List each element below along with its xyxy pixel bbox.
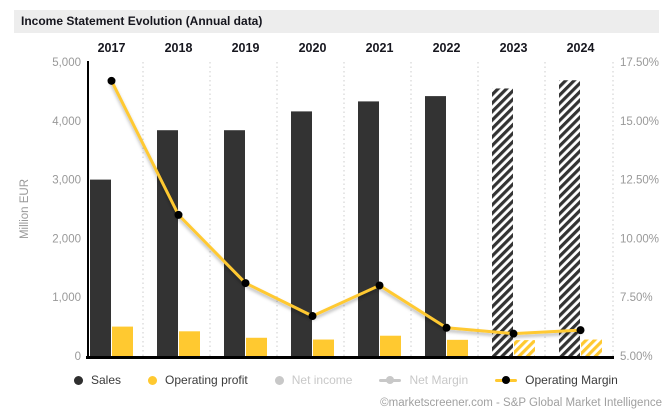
year-label-2022: 2022 [433, 41, 461, 55]
legend-item-sales[interactable]: Sales [74, 373, 121, 387]
year-label-2024: 2024 [567, 41, 595, 55]
operating-margin-point-2023[interactable] [509, 329, 518, 338]
year-label-2017: 2017 [98, 41, 126, 55]
left-tick-1000: 1,000 [52, 292, 81, 304]
legend-label-operating-margin: Operating Margin [525, 373, 618, 387]
operating-margin-point-2018[interactable] [174, 210, 183, 219]
operating-profit-bar-2021[interactable] [380, 335, 401, 356]
left-tick-3000: 3,000 [52, 175, 81, 187]
left-tick-5000: 5,000 [52, 57, 81, 69]
operating-margin-point-2021[interactable] [375, 281, 384, 290]
chart-legend: Sales Operating profit Net income Net Ma… [74, 369, 618, 391]
legend-item-operating-margin[interactable]: Operating Margin [495, 373, 618, 387]
operating-profit-bar-2022[interactable] [447, 339, 468, 356]
left-tick-2000: 2,000 [52, 233, 81, 245]
year-label-2020: 2020 [299, 41, 327, 55]
sales-bar-2020[interactable] [291, 111, 312, 356]
sales-bar-2017[interactable] [90, 179, 111, 356]
copyright-attribution: ©marketscreener.com - S&P Global Market … [380, 397, 662, 409]
chart-title-bar: Income Statement Evolution (Annual data) [14, 10, 659, 33]
operating-margin-point-2020[interactable] [308, 312, 317, 321]
right-tick-10: 10.00% [620, 233, 659, 245]
operating-margin-point-2019[interactable] [241, 279, 250, 288]
sales-bar-2023[interactable] [492, 88, 513, 357]
chart-title: Income Statement Evolution (Annual data) [21, 14, 263, 28]
year-label-2018: 2018 [165, 41, 193, 55]
left-tick-4000: 4,000 [52, 116, 81, 128]
sales-bar-2021[interactable] [358, 101, 379, 357]
operating-profit-bar-2017[interactable] [112, 326, 133, 356]
operating-profit-bar-2023[interactable] [514, 340, 535, 356]
left-axis-title: Million EUR [19, 179, 31, 239]
net-margin-line-icon [379, 376, 402, 385]
net-income-dot-icon [274, 375, 284, 385]
operating-margin-line-icon [495, 376, 518, 385]
legend-item-net-income[interactable]: Net income [274, 373, 353, 387]
operating-profit-bar-2024[interactable] [581, 339, 602, 356]
operating-profit-bar-2018[interactable] [179, 331, 200, 356]
legend-label-operating-profit: Operating profit [165, 373, 248, 387]
operating-profit-bar-2019[interactable] [246, 337, 267, 356]
operating-profit-bar-2020[interactable] [313, 339, 334, 356]
operating-margin-point-2024[interactable] [576, 326, 585, 335]
operating-margin-point-2022[interactable] [442, 323, 451, 332]
year-label-2019: 2019 [232, 41, 260, 55]
sales-bar-2024[interactable] [559, 80, 580, 356]
right-tick-17.5: 17.50% [620, 57, 659, 69]
operating-margin-line [110, 79, 582, 336]
operating-profit-dot-icon [148, 375, 158, 385]
legend-item-operating-profit[interactable]: Operating profit [148, 373, 248, 387]
right-tick-5: 5.00% [620, 351, 653, 363]
year-label-2023: 2023 [500, 41, 528, 55]
legend-label-sales: Sales [91, 373, 122, 387]
income-statement-chart: 2017 2018 2019 2020 2021 2022 2023 2024 0 1,000 2,… [19, 41, 659, 363]
sales-bar-2022[interactable] [425, 96, 446, 356]
right-tick-15: 15.00% [620, 116, 659, 128]
operating-margin-point-2017[interactable] [107, 76, 116, 85]
sales-bar-2019[interactable] [224, 130, 245, 356]
left-tick-0: 0 [75, 351, 81, 363]
sales-bar-2018[interactable] [157, 130, 178, 356]
sales-dot-icon [74, 375, 83, 385]
legend-item-net-margin[interactable]: Net Margin [379, 373, 468, 387]
right-tick-7.5: 7.50% [620, 292, 653, 304]
year-label-2021: 2021 [366, 41, 394, 55]
right-tick-12.5: 12.50% [620, 175, 659, 187]
legend-label-net-income: Net income [291, 373, 353, 387]
legend-label-net-margin: Net Margin [409, 373, 469, 387]
